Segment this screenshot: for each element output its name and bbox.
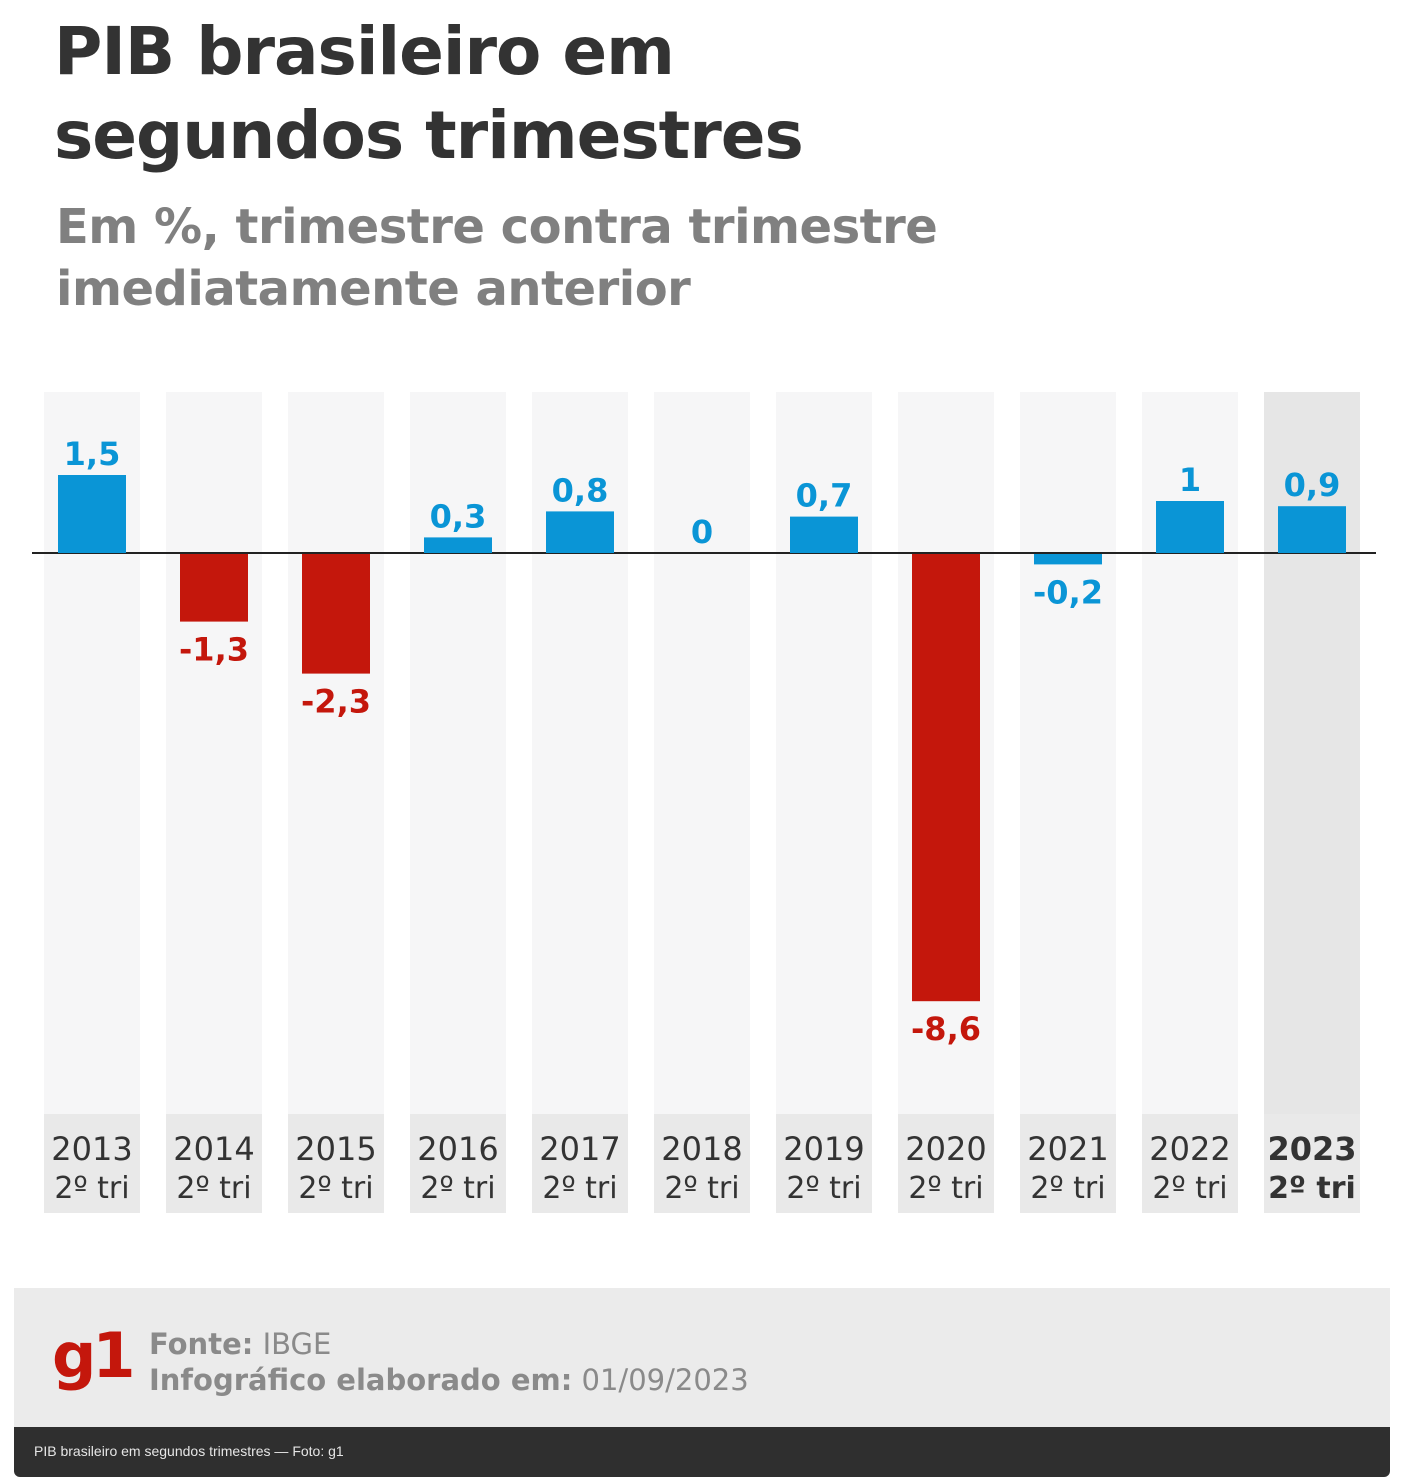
category-label-background [532,1114,628,1213]
category-label-year: 2014 [173,1130,254,1168]
category-label-background [1142,1114,1238,1213]
bar [424,537,492,553]
category-label-quarter: 2º tri [1268,1171,1356,1206]
data-label: 0,9 [1284,466,1341,504]
category-label-year: 2018 [661,1130,742,1168]
category-label-year: 2015 [295,1130,376,1168]
category-label-quarter: 2º tri [54,1171,129,1206]
category-label-background [288,1114,384,1213]
date-label: Infográfico elaborado em: [149,1363,573,1397]
chart-title-line2: segundos trimestres [54,97,804,174]
category-label-year: 2020 [905,1130,986,1168]
chart-title-line1: PIB brasileiro em [54,13,675,90]
category-label-quarter: 2º tri [908,1171,983,1206]
category-label-background [410,1114,506,1213]
bar [58,475,126,553]
category-label-quarter: 2º tri [298,1171,373,1206]
photo-caption: PIB brasileiro em segundos trimestres — … [34,1443,344,1459]
chart-subtitle-line1: Em %, trimestre contra trimestre [56,199,938,255]
data-label: 0 [691,513,713,551]
data-label: -8,6 [911,1010,981,1048]
bar [912,554,980,1002]
category-label-quarter: 2º tri [176,1171,251,1206]
category-label-quarter: 2º tri [664,1171,739,1206]
bar [1278,506,1346,553]
category-label-background [44,1114,140,1213]
source-value: IBGE [262,1327,332,1361]
column-background [1020,392,1116,1213]
bar [180,554,248,622]
category-label-quarter: 2º tri [542,1171,617,1206]
column-background [288,392,384,1213]
data-label: 1,5 [64,435,121,473]
category-label-year: 2013 [51,1130,132,1168]
chart-title: PIB brasileiro em segundos trimestres [54,10,804,178]
bar [790,516,858,553]
date-line: Infográfico elaborado em: 01/09/2023 [149,1362,749,1398]
data-label: 0,7 [796,477,853,515]
bar [1156,501,1224,553]
category-label-quarter: 2º tri [1030,1171,1105,1206]
category-label-year: 2023 [1267,1130,1356,1168]
g1-logo: g1 [52,1319,136,1392]
category-label-quarter: 2º tri [420,1171,495,1206]
category-label-year: 2017 [539,1130,620,1168]
source-label: Fonte: [149,1327,254,1361]
column-background [410,392,506,1213]
chart-subtitle: Em %, trimestre contra trimestre imediat… [56,196,938,320]
footer: g1 Fonte: IBGE Infográfico elaborado em:… [14,1288,1390,1427]
category-label-background [1264,1114,1360,1213]
column-background [166,392,262,1213]
category-label-background [654,1114,750,1213]
bar [302,554,370,674]
chart-subtitle-line2: imediatamente anterior [56,261,691,317]
data-label: -1,3 [179,631,249,669]
category-label-quarter: 2º tri [786,1171,861,1206]
photo-caption-bar: PIB brasileiro em segundos trimestres — … [14,1427,1390,1477]
data-label: 1 [1179,461,1201,499]
category-label-background [776,1114,872,1213]
column-background [654,392,750,1213]
data-label: -2,3 [301,683,371,721]
data-label: 0,8 [552,471,609,509]
data-label: -0,2 [1033,573,1103,611]
column-background [776,392,872,1213]
bar [546,511,614,553]
date-value: 01/09/2023 [581,1363,749,1397]
category-label-background [166,1114,262,1213]
category-label-background [1020,1114,1116,1213]
category-label-year: 2022 [1149,1130,1230,1168]
bar [1034,554,1102,565]
category-label-background [898,1114,994,1213]
category-label-year: 2019 [783,1130,864,1168]
source-line: Fonte: IBGE [149,1326,749,1362]
category-label-year: 2021 [1027,1130,1108,1168]
data-label: 0,3 [430,497,487,535]
footer-info: Fonte: IBGE Infográfico elaborado em: 01… [149,1326,749,1398]
category-label-year: 2016 [417,1130,498,1168]
category-label-quarter: 2º tri [1152,1171,1227,1206]
